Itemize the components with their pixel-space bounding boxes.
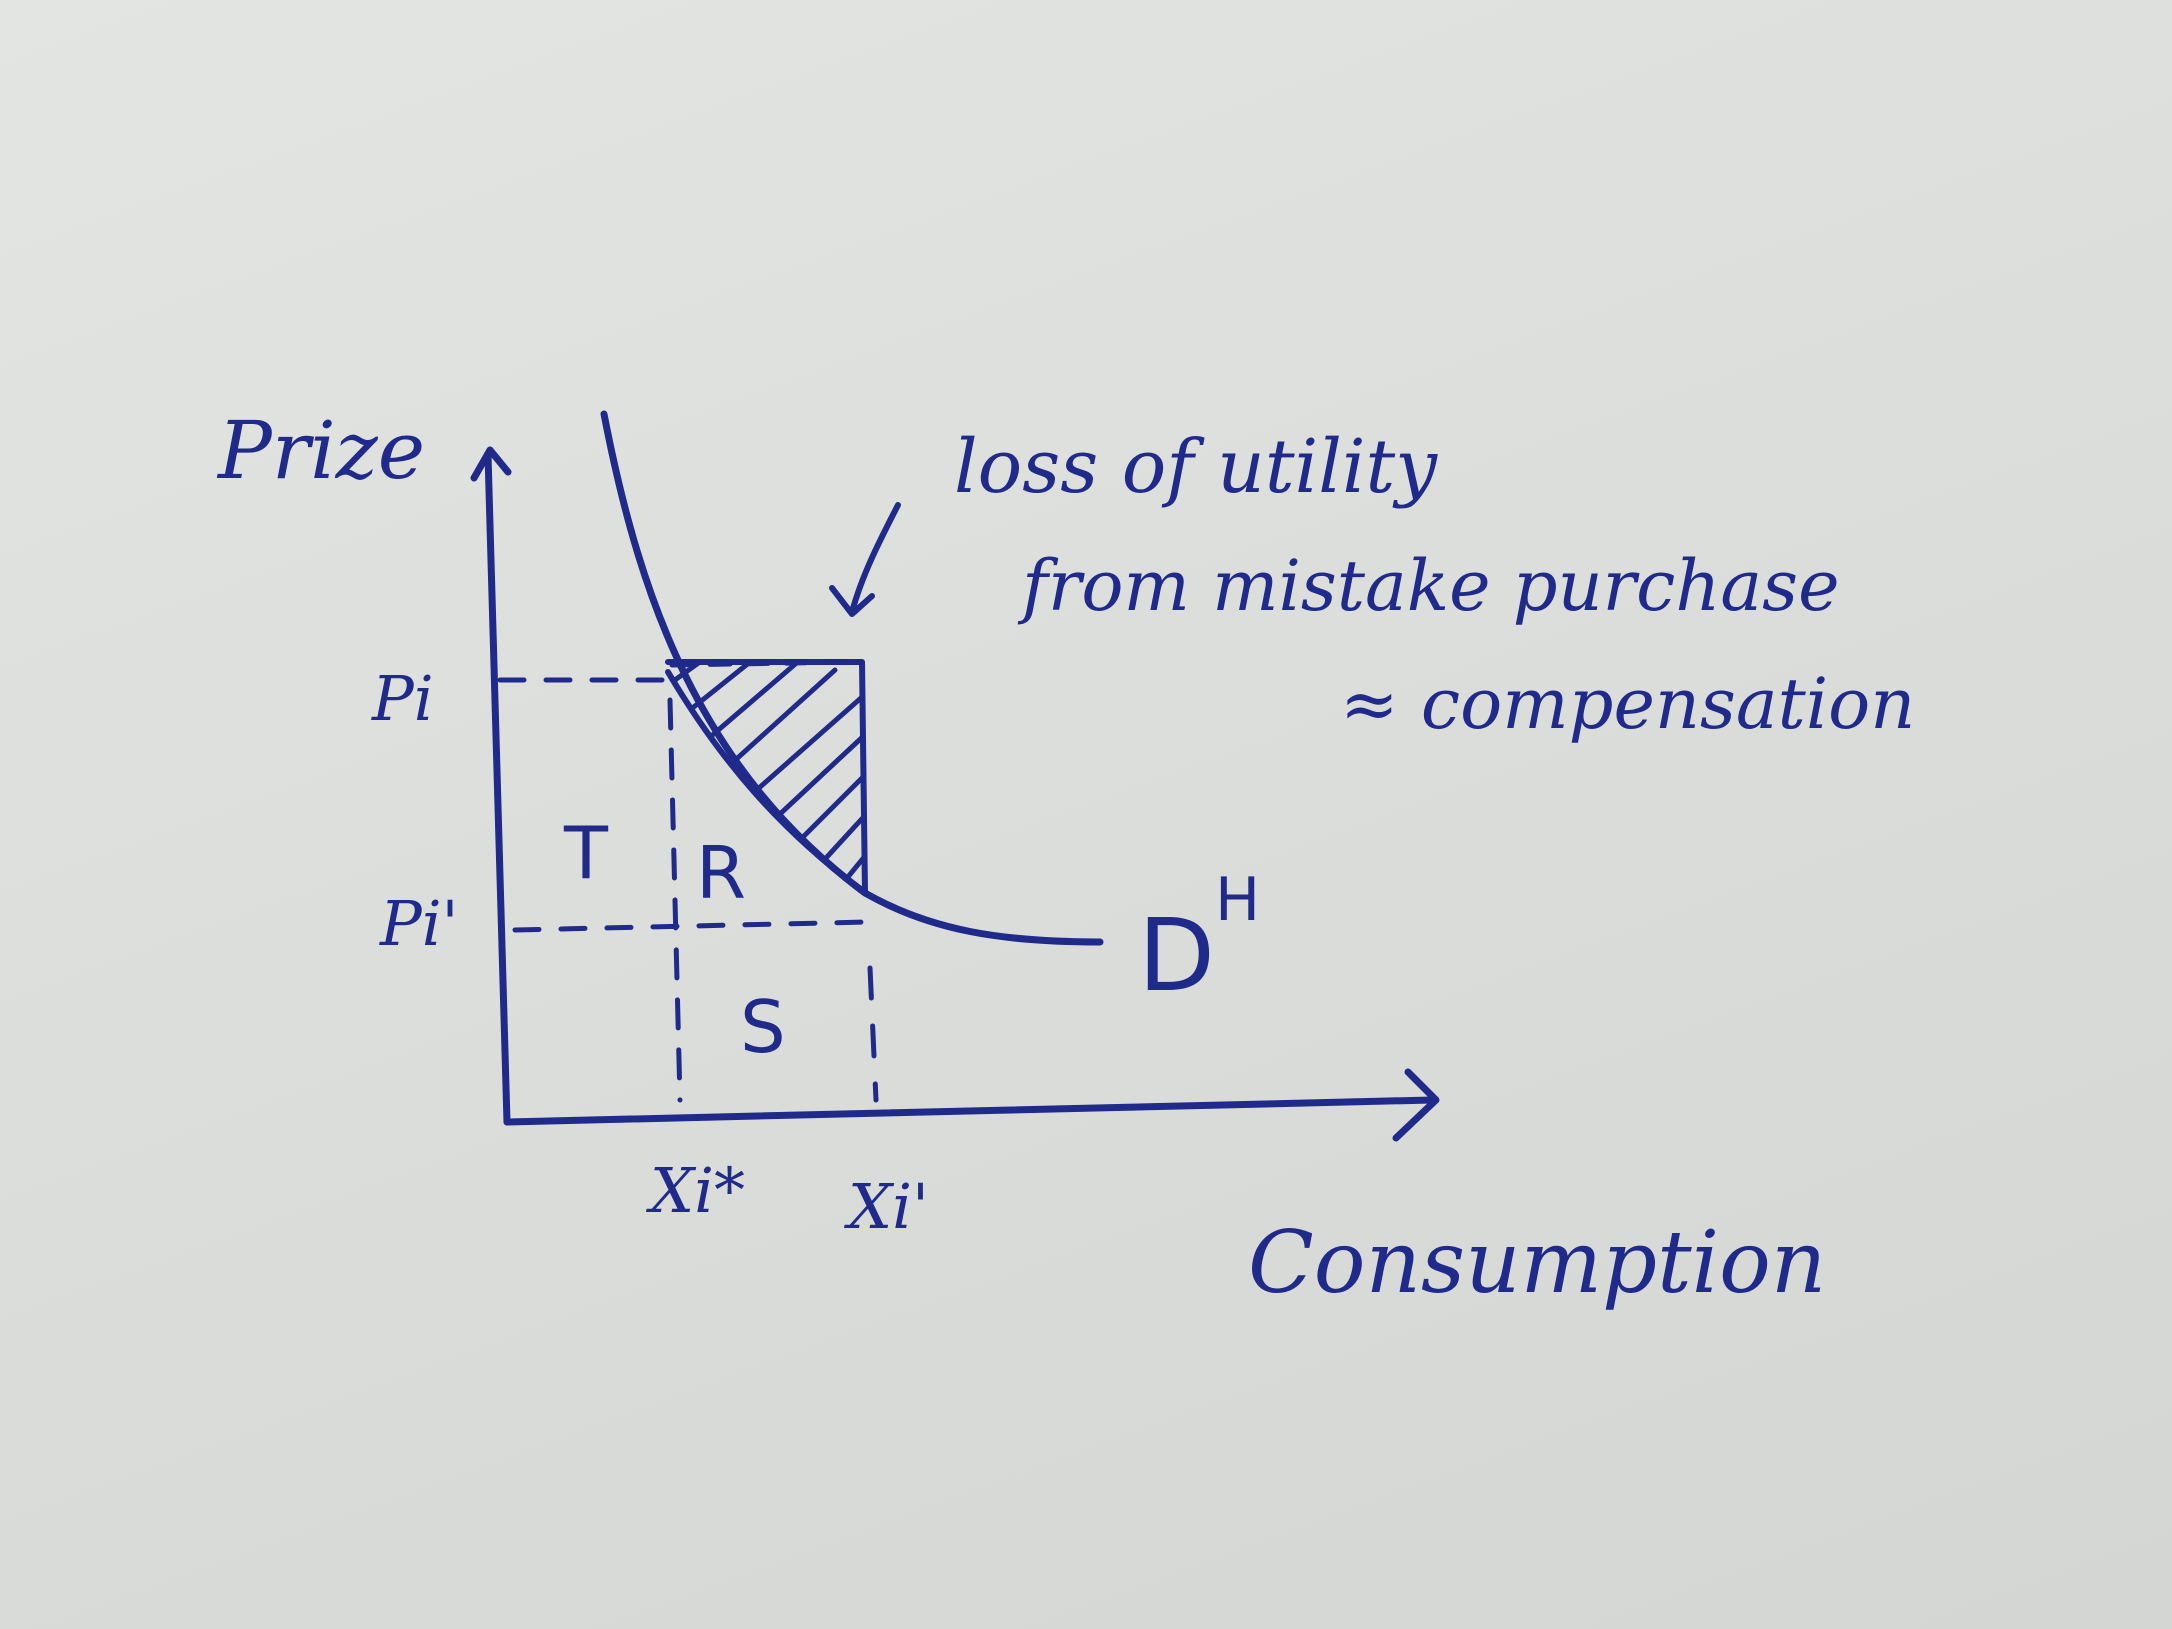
annotation-arrow bbox=[829, 502, 901, 617]
annotation-line-2: from mistake purchase bbox=[1017, 545, 1840, 627]
price-low-dashed-line bbox=[512, 919, 871, 933]
demand-curve-label-main: D bbox=[1138, 897, 1215, 1014]
demand-curve-label-superscript: H bbox=[1215, 865, 1260, 935]
region-label-r: R bbox=[696, 831, 746, 915]
demand-curve-label: DH bbox=[1138, 865, 1260, 1014]
y-axis bbox=[470, 446, 512, 1126]
tick-label-x-star: Xi* bbox=[646, 1154, 745, 1227]
region-label-t: T bbox=[563, 811, 609, 895]
region-label-s: S bbox=[740, 985, 786, 1069]
annotation-line-3: ≈ compensation bbox=[1340, 663, 1915, 745]
tick-label-price-high: Pi bbox=[371, 662, 434, 735]
x-axis-label: Consumption bbox=[1248, 1213, 1826, 1313]
x-prime-dashed-line bbox=[867, 965, 879, 1103]
x-axis bbox=[503, 1068, 1440, 1142]
annotation-line-1: loss of utility bbox=[954, 424, 1438, 510]
x-star-dashed-line bbox=[667, 697, 683, 1103]
tick-label-x-prime: Xi' bbox=[844, 1170, 929, 1243]
tick-label-price-low: Pi' bbox=[379, 887, 459, 960]
y-axis-label: Prize bbox=[216, 404, 425, 497]
